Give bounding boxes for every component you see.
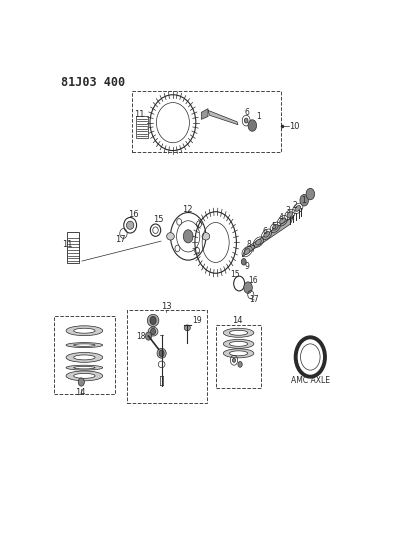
Ellipse shape [147,314,159,327]
Ellipse shape [184,325,190,330]
Ellipse shape [66,352,103,362]
Ellipse shape [74,374,95,378]
Text: 5: 5 [272,222,277,231]
Circle shape [145,332,152,340]
Circle shape [183,230,193,243]
Ellipse shape [295,206,301,211]
Ellipse shape [66,371,103,381]
Ellipse shape [74,355,95,360]
Text: 19: 19 [192,316,202,325]
Ellipse shape [264,231,269,237]
Ellipse shape [126,221,134,229]
Circle shape [177,219,182,225]
Ellipse shape [287,212,293,217]
Text: 1: 1 [301,196,306,205]
Circle shape [78,378,84,386]
Circle shape [244,282,252,293]
Text: 2: 2 [292,201,297,210]
Polygon shape [201,109,208,119]
Text: 1: 1 [256,112,261,121]
Text: 81J03 400: 81J03 400 [61,76,126,89]
Text: 15: 15 [230,270,240,279]
Ellipse shape [229,351,248,356]
Ellipse shape [66,326,103,336]
Text: AMC AXLE: AMC AXLE [291,376,330,385]
Ellipse shape [256,239,261,245]
Ellipse shape [148,327,158,336]
Ellipse shape [223,328,254,337]
Text: 7: 7 [250,245,255,254]
Text: 16: 16 [128,210,139,219]
Text: 8: 8 [247,240,251,248]
Circle shape [175,245,180,252]
Text: 11: 11 [62,240,72,249]
Ellipse shape [223,340,254,349]
Ellipse shape [74,344,95,346]
Text: 14: 14 [76,388,86,397]
Ellipse shape [229,330,248,335]
Circle shape [159,350,164,357]
Text: 12: 12 [182,205,193,214]
Ellipse shape [244,248,250,254]
Text: 6: 6 [245,108,249,117]
Ellipse shape [229,342,248,346]
Text: 9: 9 [245,262,249,271]
Text: 15: 15 [153,215,164,224]
Text: 18: 18 [136,333,146,341]
Circle shape [244,118,248,123]
Circle shape [300,195,309,206]
Circle shape [197,221,201,228]
Polygon shape [242,216,294,257]
Ellipse shape [74,328,95,333]
Circle shape [150,317,156,325]
Text: 10: 10 [290,122,300,131]
Text: 14: 14 [232,316,242,325]
Text: 11: 11 [134,109,144,118]
Circle shape [151,328,156,335]
Ellipse shape [74,366,95,369]
Text: 6: 6 [262,227,267,236]
Ellipse shape [280,218,285,224]
Circle shape [248,120,256,131]
Text: 13: 13 [161,302,171,311]
Text: 17: 17 [115,235,125,244]
Text: 16: 16 [248,276,257,285]
Ellipse shape [272,224,278,230]
Circle shape [232,358,236,362]
Ellipse shape [167,232,174,240]
Ellipse shape [202,232,210,240]
Ellipse shape [223,349,254,358]
Ellipse shape [66,365,103,370]
Polygon shape [208,110,238,125]
Ellipse shape [66,343,103,348]
Text: 4: 4 [279,213,284,222]
Circle shape [195,247,200,254]
Circle shape [306,188,314,200]
Text: 3: 3 [286,206,290,215]
Circle shape [238,361,242,367]
Text: 17: 17 [250,295,259,304]
Ellipse shape [157,349,166,358]
Circle shape [241,259,246,265]
